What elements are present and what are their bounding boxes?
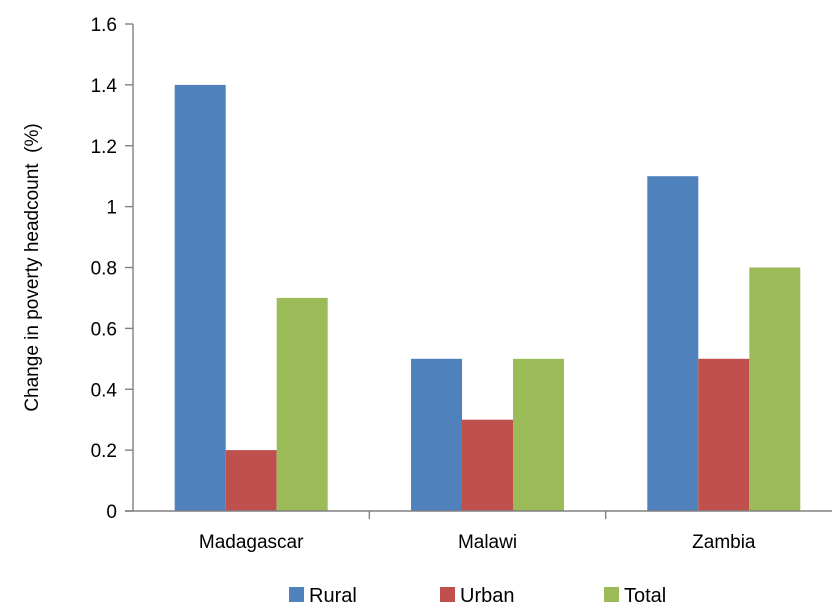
legend-item-total: Total [604, 585, 666, 607]
bars-layer [174, 84, 801, 512]
y-tick-label: 1.4 [91, 76, 118, 97]
y-tick-label: 1.2 [91, 137, 117, 158]
legend-item-urban: Urban [440, 585, 514, 607]
legend-item-rural: Rural [289, 585, 357, 607]
legend-label-urban: Urban [460, 585, 514, 607]
legend: Rural Urban Total [289, 585, 666, 607]
bar-rural-madagascar [174, 84, 226, 512]
legend-swatch-total [604, 587, 619, 602]
bar-urban-zambia [698, 358, 750, 511]
legend-label-rural: Rural [309, 585, 357, 607]
bar-urban-malawi [462, 419, 513, 511]
x-tick-label: Malawi [458, 532, 517, 553]
y-tick-label: 1 [106, 198, 117, 219]
bar-urban-madagascar [225, 450, 277, 511]
y-tick-label: 0.4 [91, 380, 118, 401]
y-tick-label: 0.2 [91, 441, 117, 462]
y-tick-label: 0 [106, 502, 117, 523]
y-tick-label: 0.8 [91, 259, 117, 280]
bar-total-zambia [749, 267, 801, 511]
y-tick-label: 1.6 [91, 15, 117, 36]
legend-swatch-rural [289, 587, 304, 602]
bar-rural-malawi [411, 358, 462, 511]
x-tick-label: Zambia [692, 532, 756, 553]
y-tick-label: 0.6 [91, 319, 117, 340]
legend-swatch-urban [440, 587, 455, 602]
legend-label-total: Total [624, 585, 666, 607]
y-axis-ticks: 0 0.2 0.4 0.6 0.8 1 1.2 1.4 1.6 [91, 15, 133, 523]
x-tick-label: Madagascar [199, 532, 304, 553]
bar-total-malawi [513, 358, 564, 511]
bar-total-madagascar [276, 297, 328, 511]
bar-rural-zambia [647, 176, 699, 511]
y-axis-title: Change in poverty headcount (%) [22, 123, 43, 411]
x-axis-ticks: Madagascar Malawi Zambia [199, 511, 756, 553]
